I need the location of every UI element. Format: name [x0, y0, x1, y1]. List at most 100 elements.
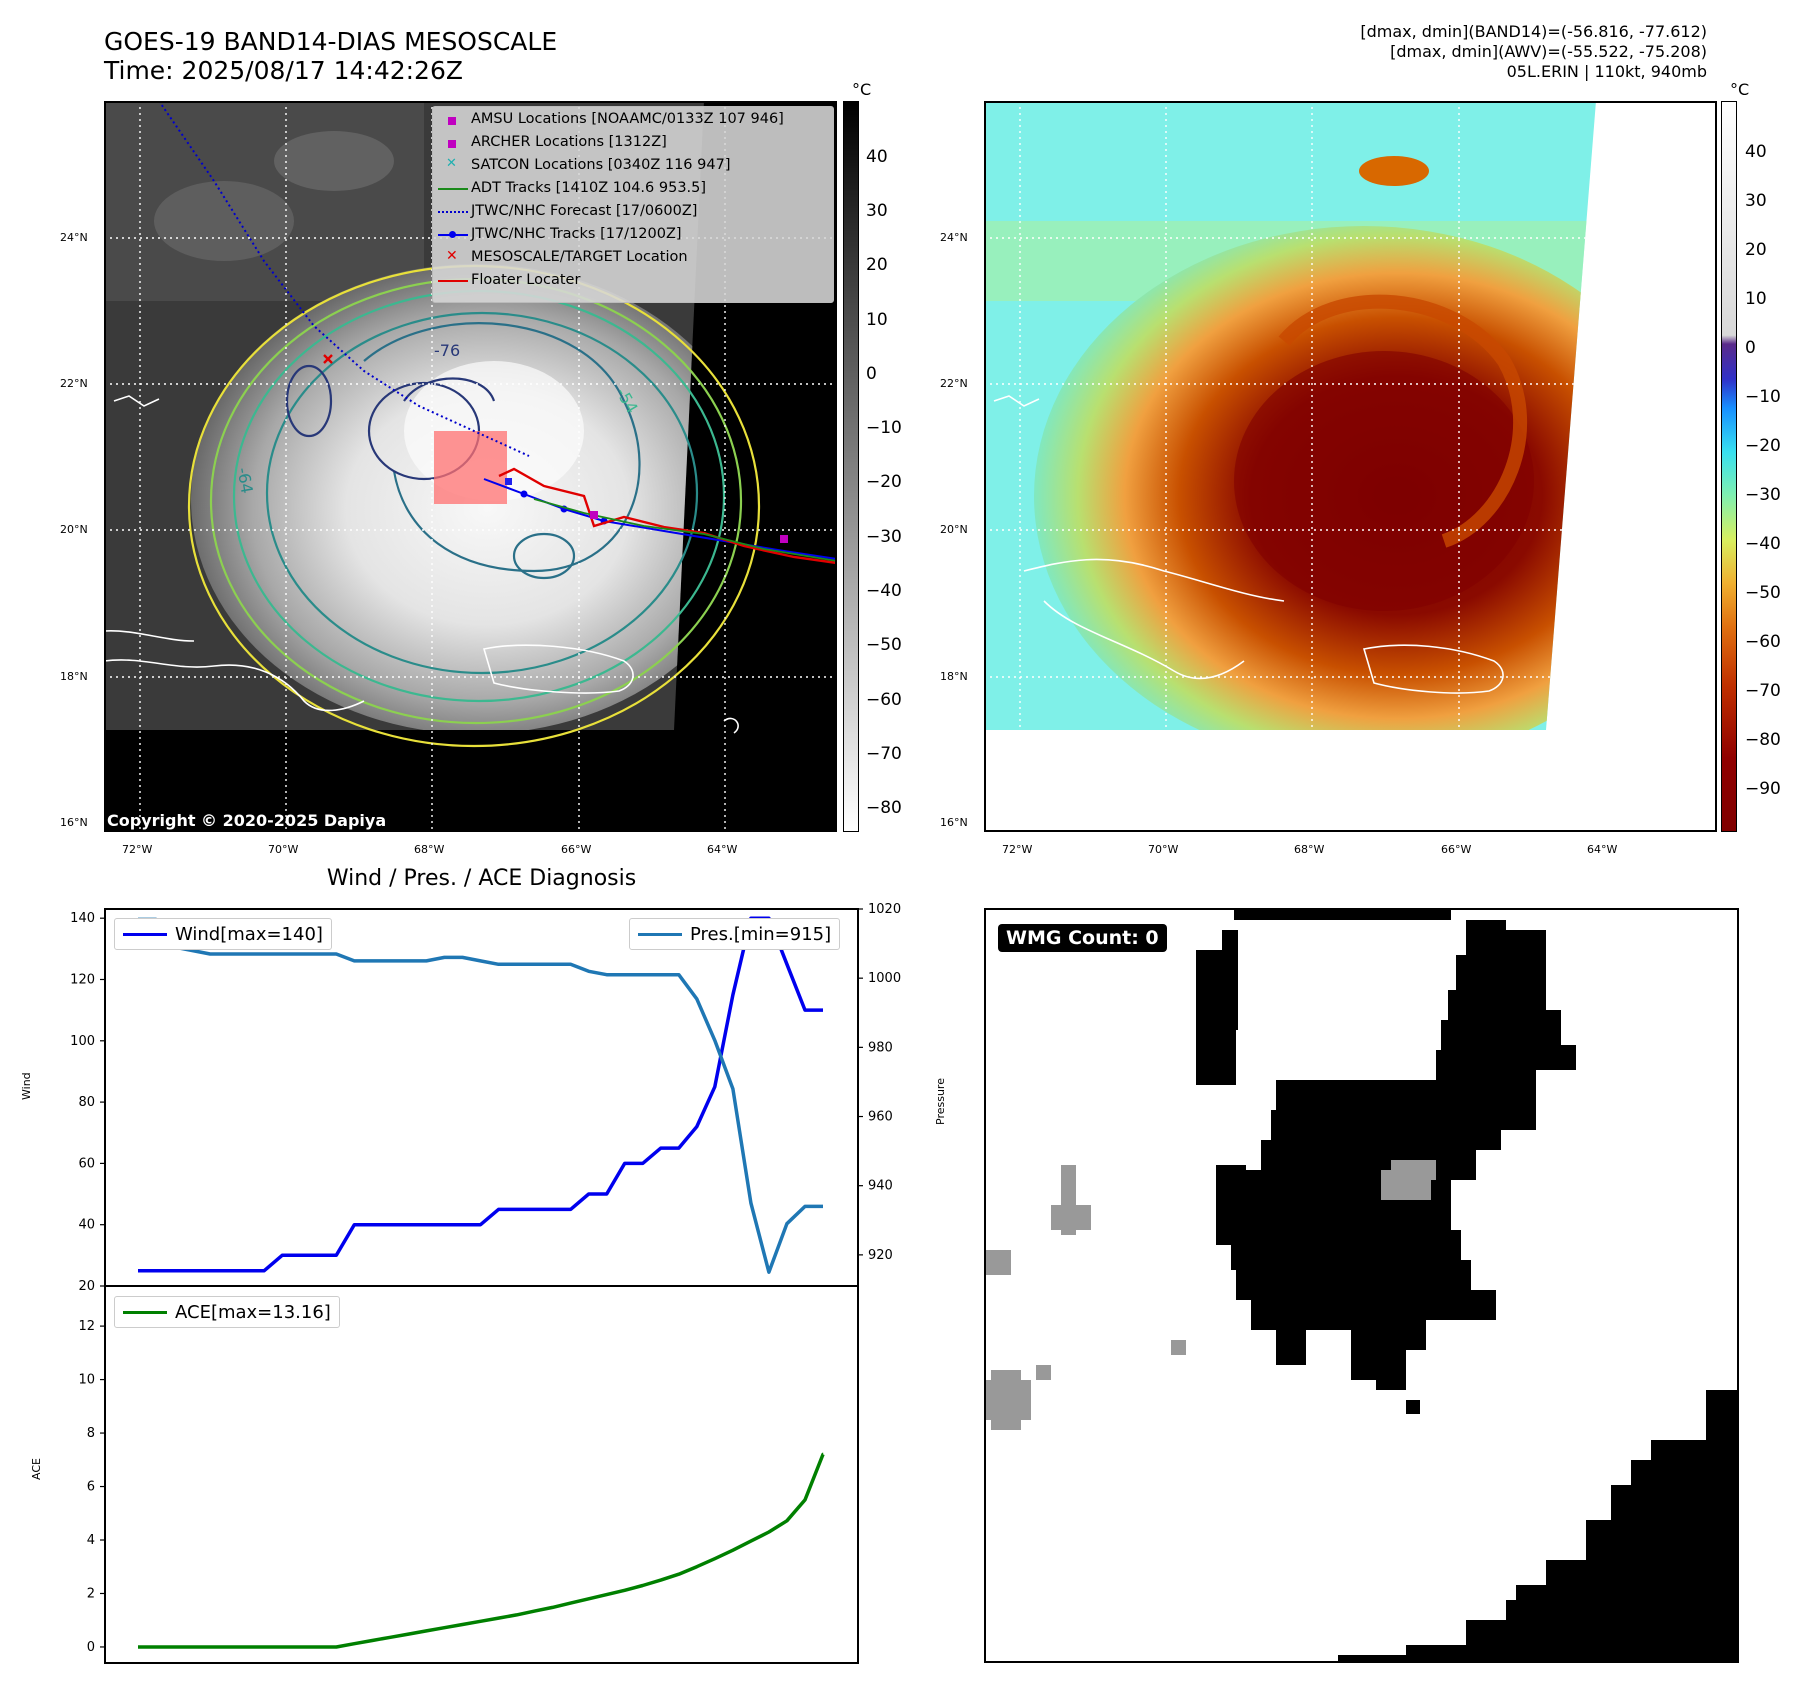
wmg-panel: WMG Count: 0 — [984, 908, 1739, 1663]
amsu-marker — [590, 511, 598, 519]
colorbar-right — [1721, 101, 1737, 832]
legend-item: SATCON Locations [0340Z 116 947] — [471, 157, 731, 173]
lat-label: 22°N — [940, 377, 968, 390]
mesoscale-target-x — [323, 354, 333, 364]
lat-label: 16°N — [60, 816, 88, 829]
floater-legend-icon — [438, 280, 468, 282]
ace-tick-label: 12 — [78, 1319, 95, 1334]
wind-pressure-ace-chart: 20 40 60 80 100 120 140 920 940 960 980 1000 1020 0 2 4… — [70, 902, 901, 1664]
lon-label: 68°W — [1294, 843, 1325, 856]
cb-tick: 0 — [1745, 338, 1756, 358]
forecast-legend-icon — [438, 211, 468, 213]
cb-tick: −60 — [866, 690, 902, 710]
pressure-tick-label: 940 — [868, 1179, 893, 1194]
colorbar-unit-right: °C — [1730, 80, 1750, 99]
ace-tick-label: 10 — [78, 1373, 95, 1388]
colorbar-unit-left: °C — [852, 80, 872, 99]
ace-axes-frame — [104, 1285, 859, 1664]
lon-label: 64°W — [1587, 843, 1618, 856]
pressure-legend-swatch — [638, 932, 682, 936]
best-track — [483, 478, 838, 560]
lon-label: 72°W — [122, 843, 153, 856]
ace-tick-label: 6 — [87, 1480, 95, 1495]
cb-tick: 40 — [866, 147, 888, 167]
ace-legend-label: ACE[max=13.16] — [175, 1301, 331, 1323]
archer-legend-icon — [448, 140, 456, 148]
lon-label: 66°W — [561, 843, 592, 856]
cb-tick: −80 — [1745, 730, 1781, 750]
info-band14: [dmax, dmin](BAND14)=(-56.816, -77.612) — [1360, 22, 1707, 41]
pressure-tick-label: 960 — [868, 1110, 893, 1125]
lat-label: 20°N — [940, 523, 968, 536]
cb-tick: −30 — [866, 527, 902, 547]
ace-tick-label: 4 — [87, 1533, 95, 1548]
cb-tick: 20 — [1745, 240, 1767, 260]
archer-marker — [780, 535, 788, 543]
diagnosis-title: Wind / Pres. / ACE Diagnosis — [326, 866, 637, 891]
lon-label: 70°W — [268, 843, 299, 856]
satcon-legend-icon: ✕ — [446, 156, 457, 171]
lon-label: 72°W — [1002, 843, 1033, 856]
target-legend-icon: ✕ — [446, 248, 458, 264]
wind-tick-label: 20 — [78, 1279, 95, 1294]
lat-label: 18°N — [940, 670, 968, 683]
adt-track — [533, 498, 838, 562]
pressure-tick-label: 1020 — [868, 902, 901, 917]
wind-tick-label: 80 — [78, 1095, 95, 1110]
wind-legend-label: Wind[max=140] — [175, 923, 323, 945]
ace-legend: ACE[max=13.16] — [114, 1296, 340, 1328]
lat-label: 20°N — [60, 523, 88, 536]
cb-tick: −10 — [866, 418, 902, 438]
cb-tick: −50 — [1745, 583, 1781, 603]
legend-item: JTWC/NHC Tracks [17/1200Z] — [471, 226, 682, 242]
cb-tick: −40 — [866, 581, 902, 601]
lat-label: 22°N — [60, 377, 88, 390]
lat-label: 24°N — [940, 231, 968, 244]
info-storm: 05L.ERIN | 110kt, 940mb — [1506, 62, 1707, 81]
ir-map-panel: -76 -64 -54 AMSU Locations [NOAAMC/0133Z… — [103, 100, 838, 832]
floater-track — [498, 467, 838, 565]
ace-tick-label: 8 — [87, 1426, 95, 1441]
cb-tick: −10 — [1745, 387, 1781, 407]
ir-map-frame — [104, 101, 837, 832]
cb-tick: 40 — [1745, 142, 1767, 162]
page-title: GOES-19 BAND14-DIAS MESOSCALE — [104, 27, 558, 56]
legend-item: Floater Locater — [471, 272, 581, 288]
ace-tick-label: 2 — [87, 1586, 95, 1601]
lon-label: 64°W — [707, 843, 738, 856]
awv-map-frame — [984, 101, 1717, 832]
cb-tick: −50 — [866, 635, 902, 655]
cb-tick: 10 — [1745, 289, 1767, 309]
pressure-tick-label: 980 — [868, 1040, 893, 1055]
wind-tick-label: 40 — [78, 1218, 95, 1233]
pressure-legend-label: Pres.[min=915] — [690, 923, 832, 945]
contour-label: -76 — [434, 341, 461, 360]
lon-label: 68°W — [414, 843, 445, 856]
cb-tick: −20 — [866, 472, 902, 492]
wind-legend: Wind[max=140] — [114, 918, 332, 950]
pressure-series-line — [138, 917, 823, 1274]
cb-tick: 30 — [1745, 191, 1767, 211]
cb-tick: −60 — [1745, 632, 1781, 652]
wind-tick-label: 100 — [70, 1034, 95, 1049]
awv-map-panel — [984, 101, 1717, 832]
map-legend: AMSU Locations [NOAAMC/0133Z 107 946] AR… — [432, 106, 834, 303]
ace-legend-swatch — [123, 1310, 167, 1314]
pressure-legend: Pres.[min=915] — [629, 918, 841, 950]
mesoscale-target-box — [434, 431, 507, 504]
wmg-image — [986, 910, 1737, 1661]
cb-tick: −70 — [1745, 681, 1781, 701]
cb-tick: −70 — [866, 744, 902, 764]
cb-tick: 30 — [866, 201, 888, 221]
legend-item: MESOSCALE/TARGET Location — [471, 249, 688, 265]
lon-label: 70°W — [1148, 843, 1179, 856]
legend-item: JTWC/NHC Forecast [17/0600Z] — [471, 203, 698, 219]
cb-tick: −90 — [1745, 779, 1781, 799]
wind-tick-label: 120 — [70, 972, 95, 987]
wmg-count-badge: WMG Count: 0 — [998, 924, 1167, 952]
lat-label: 16°N — [940, 816, 968, 829]
wind-pressure-axes-frame — [104, 908, 859, 1287]
ace-series-line — [138, 1452, 825, 1649]
page-subtitle-time: Time: 2025/08/17 14:42:26Z — [104, 56, 463, 85]
cb-tick: −40 — [1745, 534, 1781, 554]
